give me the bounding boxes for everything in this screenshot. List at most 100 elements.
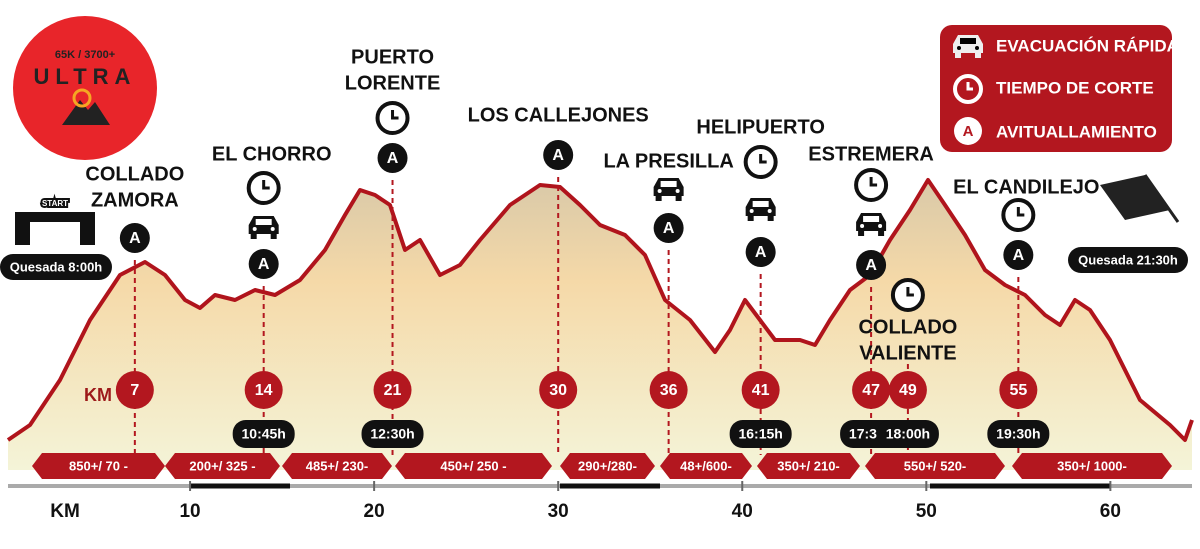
km-label: 41 (752, 382, 770, 399)
km-label: 14 (255, 382, 273, 399)
x-tick-label: 20 (364, 501, 385, 522)
checkpoint-name: VALIENTE (859, 342, 956, 364)
km-label: 7 (130, 382, 139, 399)
segment-arrow (32, 453, 165, 479)
checkpoint-name: COLLADO (85, 163, 184, 185)
clock-icon (854, 168, 889, 202)
segment-arrow (757, 453, 860, 479)
segment-label: 200+/ 325 - (189, 458, 255, 473)
time-badge (876, 420, 939, 448)
aid-letter: A (258, 256, 270, 273)
checkpoint-name: COLLADO (858, 316, 957, 338)
aid-letter: A (387, 150, 399, 167)
checkpoint-name: HELIPUERTO (696, 116, 825, 138)
km-marker (852, 371, 891, 409)
km-label: 49 (899, 382, 917, 399)
car-icon (856, 213, 887, 236)
start: START Quesada 8:00h (0, 197, 112, 280)
km-label: 47 (862, 382, 880, 399)
cutoff-time: 12:30h (370, 426, 414, 442)
km-label: 36 (660, 382, 678, 399)
checkpoint-name: LOS CALLEJONES (468, 104, 649, 126)
segment-arrow (395, 453, 552, 479)
km-label: 30 (549, 382, 567, 399)
time-badge (361, 420, 424, 448)
km-marker (649, 371, 688, 409)
segment-arrow (1012, 453, 1172, 479)
aid-icon (745, 237, 776, 267)
checkpoint-name: EL CANDILEJO (953, 176, 1099, 198)
aid-icon (856, 250, 887, 280)
km-marker (888, 371, 927, 409)
aid-letter: A (865, 257, 877, 274)
cutoff-time: 10:45h (242, 426, 286, 442)
clock-icon (1001, 198, 1036, 232)
cutoff-time: 19:30h (996, 426, 1040, 442)
clock-icon (743, 145, 778, 179)
time-badge (987, 420, 1050, 448)
checkpoint-name: ZAMORA (91, 189, 179, 211)
segment-label: 350+/ 210- (777, 458, 840, 473)
km-marker (741, 371, 780, 409)
km-label: 21 (384, 382, 402, 399)
segment-label: 450+/ 250 - (440, 458, 506, 473)
segment-arrow (560, 453, 655, 479)
legend-label: EVACUACIÓN RÁPIDA (996, 36, 1179, 55)
checkpoint-name: LA PRESILLA (603, 150, 733, 172)
aid-icon (543, 140, 574, 170)
time-badge (729, 420, 792, 448)
finish-time: Quesada 21:30h (1078, 252, 1178, 267)
aid-icon (119, 223, 150, 253)
km-marker (999, 371, 1038, 409)
x-tick-label: 40 (732, 501, 753, 522)
svg-text:A: A (963, 123, 974, 140)
segment-arrow (282, 453, 392, 479)
segment-arrow (660, 453, 752, 479)
km-marker (373, 371, 412, 409)
logo-text: 65K / 3700+ (55, 49, 115, 61)
car-icon (653, 178, 684, 201)
profile-line (6, 178, 1194, 442)
legend-label: AVITUALLAMIENTO (996, 122, 1157, 141)
x-tick-label: 10 (179, 501, 200, 522)
aid-icon (248, 249, 279, 279)
logo-title: ULTRA (34, 64, 137, 89)
aid-letter: A (129, 230, 141, 247)
car-icon (248, 216, 279, 239)
x-tick-label: 60 (1100, 501, 1121, 522)
checkpoint-name: EL CHORRO (212, 143, 332, 165)
aid-letter: A (755, 244, 767, 261)
x-tick-label: 30 (548, 501, 569, 522)
finish: Quesada 21:30h (1068, 174, 1188, 273)
legend-label: TIEMPO DE CORTE (996, 78, 1154, 97)
time-badge (232, 420, 295, 448)
cutoff-time: 18:00h (886, 426, 930, 442)
axis-label: KM (50, 501, 80, 522)
profile-label: KM (84, 385, 112, 405)
segment-arrow (165, 453, 280, 479)
km-marker (539, 371, 578, 409)
segment-label: 290+/280- (578, 458, 637, 473)
segment-label: 850+/ 70 - (69, 458, 128, 473)
segment-label: 485+/ 230- (306, 458, 369, 473)
km-marker (115, 371, 154, 409)
segment-label: 350+/ 1000- (1057, 458, 1127, 473)
aid-letter: A (1013, 247, 1025, 264)
checkpoint-name: ESTREMERA (808, 143, 934, 165)
aid-icon (1003, 240, 1034, 270)
aid-icon (377, 143, 408, 173)
x-tick-label: 50 (916, 501, 937, 522)
checkpoint-name: PUERTO (351, 46, 434, 68)
aid-letter: A (663, 220, 675, 237)
km-label: 55 (1009, 382, 1027, 399)
clock-icon (890, 278, 925, 312)
start-label: START (42, 199, 68, 208)
checkpoint-name: LORENTE (345, 72, 441, 94)
aid-letter: A (552, 147, 564, 164)
car-icon (745, 198, 776, 221)
logo: 65K / 3700+ ULTRA (13, 16, 157, 160)
segment-arrow (865, 453, 1005, 479)
legend: A EVACUACIÓN RÁPIDA TIEMPO DE CORTE AVIT… (940, 25, 1179, 152)
aid-icon (653, 213, 684, 243)
